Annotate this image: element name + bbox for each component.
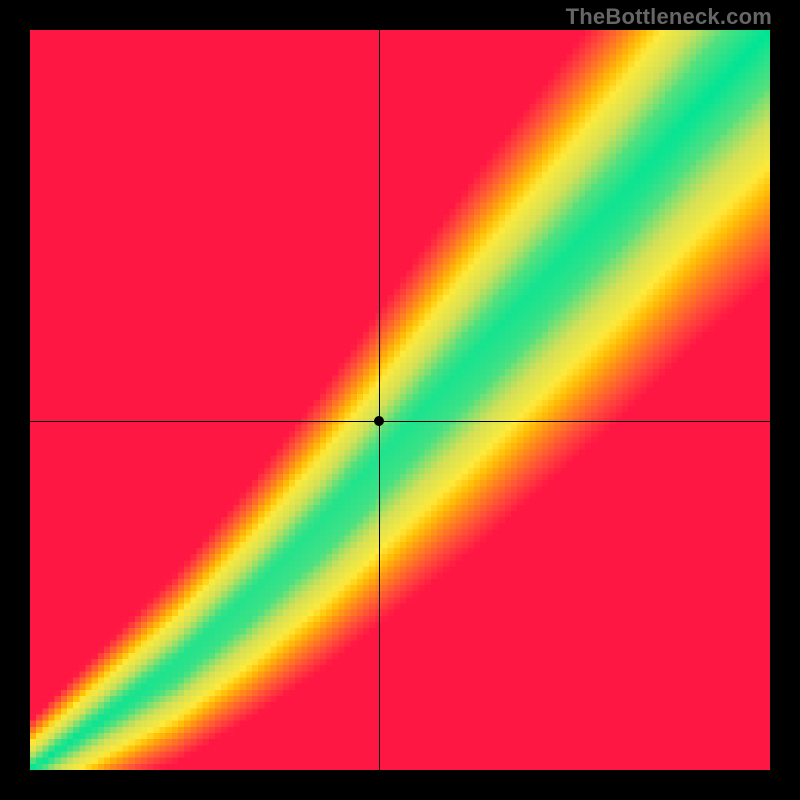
- chart-container: TheBottleneck.com: [0, 0, 800, 800]
- crosshair-vertical: [379, 30, 380, 770]
- heatmap-canvas: [30, 30, 770, 770]
- crosshair-horizontal: [30, 421, 770, 422]
- watermark-text: TheBottleneck.com: [566, 4, 772, 30]
- data-point-marker: [374, 416, 384, 426]
- plot-area: [30, 30, 770, 770]
